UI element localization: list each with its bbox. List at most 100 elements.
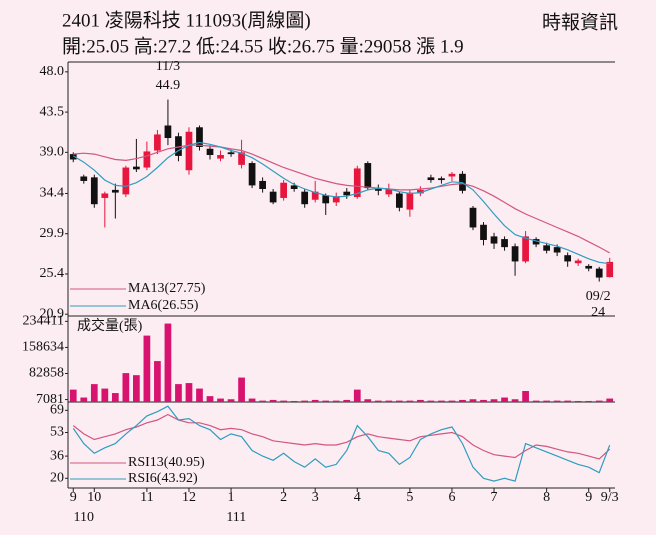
bar — [574, 400, 582, 402]
line — [72, 405, 611, 482]
candle-body — [248, 163, 256, 186]
legend-label: MA6(26.55) — [128, 298, 199, 313]
candle-body — [69, 154, 77, 160]
bar — [206, 396, 214, 402]
candle-body — [122, 167, 130, 195]
candle-body — [553, 247, 561, 253]
x-tick-label: 7 — [491, 490, 498, 505]
x-tick-label: 2 — [280, 490, 287, 505]
bar — [101, 388, 109, 402]
quote: 開:25.05 高:27.2 低:24.55 收:26.75 量:29058 漲… — [62, 35, 464, 57]
bar — [585, 400, 593, 402]
y-tick-label: 82858 — [29, 366, 64, 381]
bar — [395, 400, 403, 402]
x-tick-label: 3 — [312, 490, 319, 505]
y-tick-label: 69 — [50, 403, 64, 418]
x-tick-label: 6 — [448, 490, 455, 505]
bar — [385, 400, 393, 402]
bar — [143, 335, 151, 402]
candle-body — [185, 131, 193, 171]
legend-label: RSI6(43.92) — [128, 471, 198, 486]
x-tick-label: 9 — [70, 490, 77, 505]
bar — [564, 400, 572, 402]
bar — [438, 400, 445, 402]
candle-body — [164, 125, 172, 139]
candle-body — [438, 178, 445, 181]
bar — [122, 373, 130, 402]
bar — [543, 400, 550, 402]
x-year-label: 110 — [74, 510, 94, 525]
bar — [217, 398, 224, 402]
candle-body — [532, 239, 540, 245]
candle-body — [564, 255, 572, 262]
bar — [301, 400, 309, 402]
candle-body — [301, 191, 309, 205]
y-tick-label: 43.5 — [40, 104, 65, 119]
legend-label: MA13(27.75) — [128, 281, 206, 296]
bar — [69, 389, 77, 402]
candle-body — [80, 176, 88, 181]
x-tick-label: 5 — [406, 490, 413, 505]
legend-label: RSI13(40.95) — [128, 455, 205, 470]
candle-body — [154, 134, 161, 151]
bar — [227, 399, 235, 402]
candle-body — [111, 189, 119, 193]
candle-body — [374, 188, 382, 191]
panel-title: 成交量(張) — [77, 317, 143, 334]
bar — [501, 397, 508, 402]
x-tick-label: 4 — [354, 490, 361, 505]
y-tick-label: 34.4 — [40, 186, 65, 201]
bar — [480, 399, 487, 402]
bar — [322, 400, 330, 402]
x-tick-label: 1 — [228, 490, 235, 505]
candle-body — [595, 268, 603, 278]
y-tick-label: 20 — [50, 471, 64, 486]
bar — [248, 398, 256, 402]
bar — [196, 388, 203, 402]
candle-body — [90, 177, 98, 205]
candle-body — [406, 192, 414, 210]
candle-body — [469, 207, 477, 228]
candle-body — [417, 189, 424, 194]
candle-body — [290, 185, 298, 189]
x-tick-label: 9/3 — [601, 490, 619, 505]
bar — [154, 361, 161, 402]
candle-body — [280, 182, 288, 198]
candle-body — [395, 193, 403, 208]
y-tick-label: 29.9 — [40, 226, 65, 241]
candle-body — [101, 193, 109, 198]
x-tick-label: 8 — [543, 490, 550, 505]
x-year-label: 111 — [226, 510, 246, 525]
candle-body — [522, 236, 529, 262]
bar — [280, 400, 288, 402]
annotation: 11/3 — [156, 59, 180, 74]
candle-body — [574, 260, 582, 264]
candle-body — [133, 166, 140, 170]
x-tick-label: 12 — [182, 490, 196, 505]
candle-body — [311, 191, 319, 200]
candle-body — [448, 173, 456, 177]
candle-body — [175, 136, 182, 156]
bar — [469, 399, 477, 402]
bar — [448, 400, 456, 402]
bar — [133, 375, 140, 402]
line — [72, 413, 611, 460]
y-tick-label: 48.0 — [40, 64, 65, 79]
candle-body — [196, 127, 203, 147]
y-tick-label: 36 — [50, 448, 64, 463]
bar — [427, 400, 435, 402]
bar — [259, 400, 266, 402]
candle-body — [490, 236, 498, 244]
bar — [238, 377, 245, 402]
bar — [185, 383, 193, 402]
candle-body — [543, 245, 550, 251]
candle-body — [353, 168, 361, 198]
candle-body — [143, 151, 151, 168]
y-tick-label: 53 — [50, 425, 64, 440]
candle-body — [343, 191, 351, 196]
candle-body — [332, 196, 340, 203]
bar — [343, 399, 351, 402]
line — [72, 141, 610, 265]
bar — [290, 400, 298, 402]
